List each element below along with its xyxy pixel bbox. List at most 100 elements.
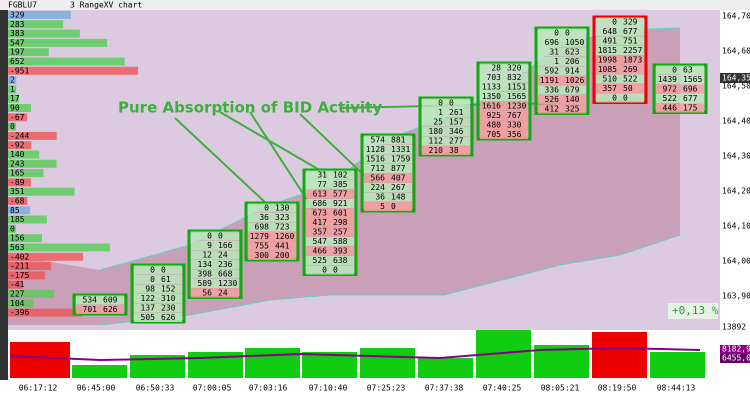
ask: 877 <box>391 164 406 173</box>
ask: 24 <box>218 289 228 298</box>
profile-bar <box>8 38 108 47</box>
ask: 346 <box>449 127 464 136</box>
cell <box>248 251 296 260</box>
cell <box>306 237 354 246</box>
bid: 1085 <box>598 65 617 74</box>
cell <box>364 183 412 192</box>
profile-value: 652 <box>10 57 25 66</box>
price-label: 164,60 <box>722 47 750 56</box>
bid: 0 <box>322 266 327 275</box>
profile-bar <box>8 197 28 205</box>
ask: 102 <box>333 171 348 180</box>
cell <box>422 146 470 155</box>
bid: 300 <box>255 251 270 260</box>
time-label: 08:44:13 <box>657 384 696 393</box>
cell <box>248 232 296 241</box>
bid: 446 <box>663 104 678 113</box>
time-label: 07:25:23 <box>367 384 406 393</box>
cell <box>596 36 644 46</box>
profile-value: 85 <box>10 206 20 215</box>
price-label: 163,90 <box>722 292 750 301</box>
ask: 0 <box>623 94 628 103</box>
profile-bar <box>8 271 46 280</box>
volume-label: 6455,000 <box>722 354 750 363</box>
profile-bar <box>8 169 44 178</box>
bid: 755 <box>255 242 270 251</box>
profile-bar <box>8 290 54 298</box>
time-label: 08:19:50 <box>598 384 637 393</box>
cell <box>596 17 644 27</box>
bid: 525 <box>313 256 328 265</box>
ask: 230 <box>161 304 176 313</box>
bid: 0 <box>207 232 212 241</box>
ask: 206 <box>565 57 580 66</box>
cell <box>538 38 586 47</box>
bid: 210 <box>429 146 444 155</box>
ask: 152 <box>161 285 176 294</box>
chart-name[interactable]: 3 RangeXV chart <box>70 1 142 10</box>
ask: 677 <box>683 94 698 103</box>
ask: 1565 <box>507 92 526 101</box>
cell <box>191 241 239 250</box>
price-label: 164,30 <box>722 152 750 161</box>
cell <box>422 127 470 136</box>
ask: 61 <box>161 275 171 284</box>
bid: 137 <box>141 304 156 313</box>
ask: 679 <box>565 86 580 95</box>
cell <box>248 203 296 213</box>
bid: 31 <box>317 171 327 180</box>
bid: 1 <box>554 57 559 66</box>
ask: 751 <box>623 37 638 46</box>
profile-value: -402 <box>10 252 29 261</box>
volume-avg <box>9 346 701 362</box>
ask: 1565 <box>683 75 702 84</box>
profile-bar <box>8 29 80 38</box>
ask: 1331 <box>391 145 410 154</box>
cell <box>364 173 412 183</box>
bid: 686 <box>313 199 328 208</box>
bid: 698 <box>255 223 270 232</box>
profile-value: 2 <box>10 76 15 85</box>
cell <box>248 222 296 232</box>
cell <box>191 279 239 288</box>
ask: 298 <box>333 218 348 227</box>
cell <box>422 108 470 117</box>
bid: 12 <box>202 251 212 260</box>
symbol[interactable]: FGBLU7 <box>8 1 37 10</box>
bid: 703 <box>487 73 502 82</box>
profile-bar <box>8 178 31 187</box>
bid: 1133 <box>482 83 501 92</box>
bid: 566 <box>371 174 386 183</box>
cell <box>480 130 528 139</box>
cell <box>422 98 470 108</box>
cell <box>134 313 182 322</box>
cell <box>248 213 296 222</box>
bid: 1616 <box>482 102 501 111</box>
profile-bar <box>8 308 82 317</box>
bid: 224 <box>371 183 386 192</box>
cell <box>134 265 182 275</box>
bid: 1128 <box>366 145 385 154</box>
profile-bar <box>8 280 23 289</box>
ask: 1230 <box>218 279 237 288</box>
profile-bar <box>8 243 110 252</box>
profile-value: -211 <box>10 262 29 271</box>
bid: 77 <box>317 180 327 189</box>
bid: 0 <box>264 204 269 213</box>
cell <box>422 117 470 127</box>
change-box <box>668 303 718 319</box>
ask: 1151 <box>507 83 526 92</box>
ask: 356 <box>507 130 522 139</box>
profile-bar <box>8 215 47 224</box>
ask: 588 <box>333 237 348 246</box>
time-label: 06:50:33 <box>136 384 175 393</box>
bid: 357 <box>313 228 328 237</box>
ask: 267 <box>391 183 406 192</box>
cell <box>134 294 182 303</box>
bid: 534 <box>83 296 98 305</box>
change: +0,13 % <box>672 304 719 317</box>
time-label: 07:03:16 <box>249 384 288 393</box>
bid: 480 <box>487 121 502 130</box>
ask: 330 <box>507 121 522 130</box>
cell <box>596 84 644 93</box>
